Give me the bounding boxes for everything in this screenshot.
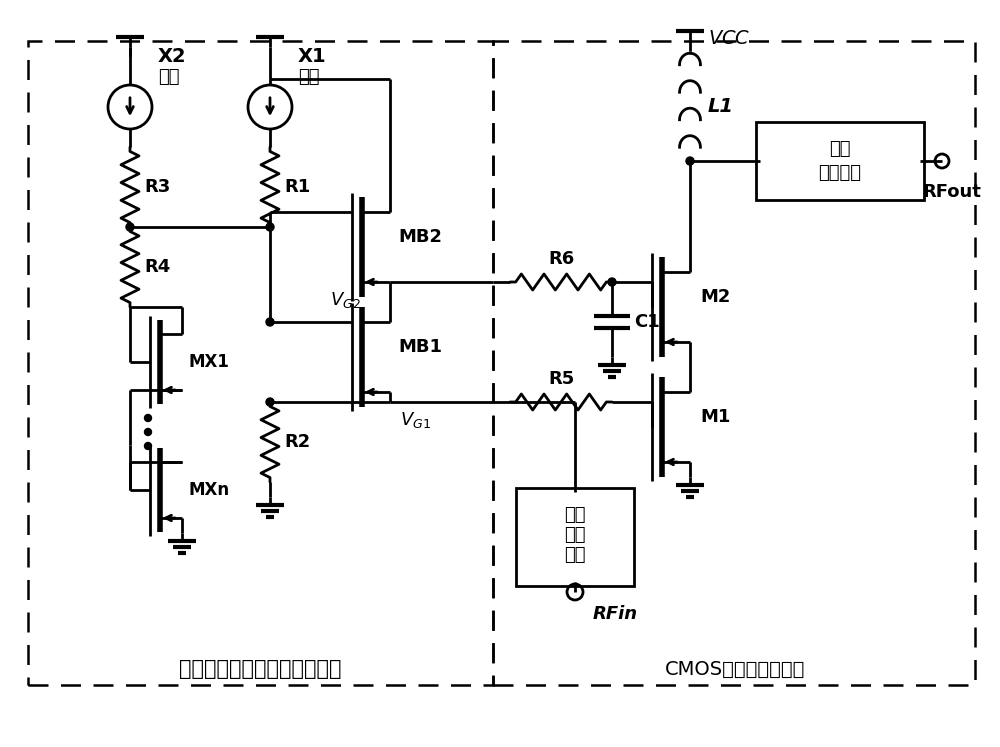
Circle shape [144, 442, 152, 450]
Text: 温度及工艺偏差补偿偏置电路: 温度及工艺偏差补偿偏置电路 [179, 659, 341, 679]
Text: R3: R3 [144, 178, 170, 196]
Text: MB1: MB1 [398, 338, 442, 356]
Text: 网络: 网络 [564, 546, 586, 564]
Circle shape [266, 223, 274, 231]
Text: MX1: MX1 [188, 353, 229, 371]
Text: R2: R2 [284, 433, 310, 451]
Text: MXn: MXn [188, 481, 229, 499]
Text: R6: R6 [548, 250, 574, 268]
Text: M1: M1 [700, 408, 730, 426]
Text: C1: C1 [634, 313, 660, 331]
Circle shape [608, 278, 616, 286]
Circle shape [266, 318, 274, 326]
Text: RFout: RFout [923, 183, 981, 201]
Circle shape [144, 429, 152, 436]
Circle shape [266, 398, 274, 406]
Text: 输出: 输出 [829, 140, 851, 158]
Text: X1: X1 [298, 48, 327, 66]
Text: R4: R4 [144, 258, 170, 276]
Text: MB2: MB2 [398, 228, 442, 246]
Text: M2: M2 [700, 288, 730, 306]
Text: 输入: 输入 [564, 506, 586, 524]
Circle shape [144, 415, 152, 421]
Text: $V_{G1}$: $V_{G1}$ [400, 410, 431, 430]
Text: R1: R1 [284, 178, 310, 196]
Text: $VCC$: $VCC$ [708, 29, 751, 49]
Text: $V_{G2}$: $V_{G2}$ [330, 290, 361, 310]
Circle shape [126, 223, 134, 231]
Text: CMOS共源共栅放大级: CMOS共源共栅放大级 [665, 660, 805, 678]
Circle shape [686, 157, 694, 165]
Text: X2: X2 [158, 48, 187, 66]
Text: L1: L1 [708, 96, 734, 116]
Text: 匹配网络: 匹配网络 [818, 164, 862, 182]
Text: RFin: RFin [593, 605, 638, 623]
Text: R5: R5 [548, 370, 574, 388]
Text: 支路: 支路 [298, 68, 320, 86]
Text: 支路: 支路 [158, 68, 180, 86]
Text: 匹配: 匹配 [564, 526, 586, 544]
